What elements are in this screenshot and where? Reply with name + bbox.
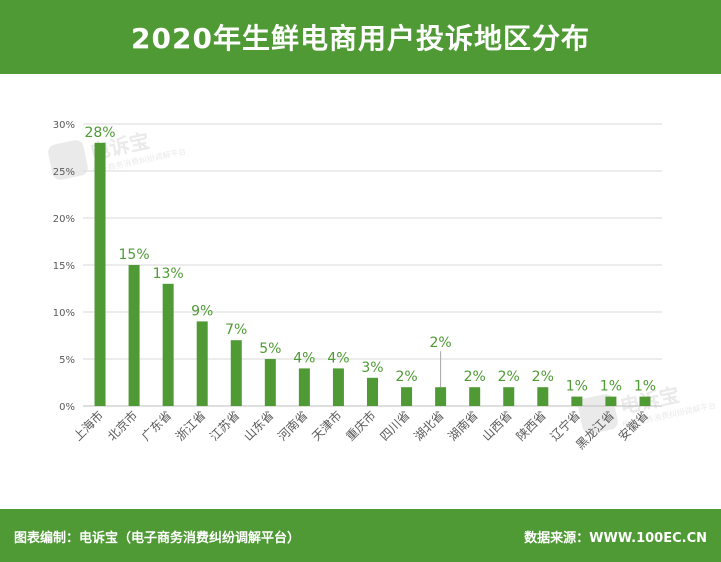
bar xyxy=(94,142,106,407)
data-label: 9% xyxy=(191,303,213,319)
category-label: 浙江省 xyxy=(173,408,208,443)
bar xyxy=(332,368,344,406)
footer-banner: 图表编制：电诉宝（电子商务消费纠纷调解平台） 数据来源：WWW.100EC.CN xyxy=(0,509,721,562)
y-tick-label: 15% xyxy=(53,261,75,272)
data-label: 5% xyxy=(259,341,281,357)
category-label: 江苏省 xyxy=(207,408,242,443)
data-label: 2% xyxy=(430,335,452,351)
bar-chart: 电诉宝电子商务消费纠纷调解平台电诉宝电子商务消费纠纷调解平台 28%15%13%… xyxy=(48,120,717,452)
data-label: 2% xyxy=(498,369,520,385)
category-label: 湖南省 xyxy=(445,408,481,444)
category-label: 天津市 xyxy=(308,408,344,444)
bar xyxy=(503,387,515,406)
data-label: 13% xyxy=(153,266,184,282)
data-label: 7% xyxy=(225,322,247,338)
data-label: 4% xyxy=(327,350,349,366)
category-label: 河南省 xyxy=(274,408,310,444)
bar xyxy=(571,396,583,406)
data-label: 15% xyxy=(119,247,150,263)
bar xyxy=(435,387,447,406)
bar xyxy=(401,387,413,406)
footer-credit: 图表编制：电诉宝（电子商务消费纠纷调解平台） xyxy=(14,531,301,546)
y-tick-label: 0% xyxy=(59,402,75,413)
bar xyxy=(162,283,174,406)
bar xyxy=(537,387,549,406)
y-tick-label: 30% xyxy=(53,120,75,131)
category-label: 上海市 xyxy=(70,408,106,444)
title-banner: 2020年生鲜电商用户投诉地区分布 xyxy=(0,0,721,74)
page-title: 2020年生鲜电商用户投诉地区分布 xyxy=(131,22,590,55)
bar xyxy=(367,377,378,406)
watermark-shield-icon xyxy=(48,140,88,180)
data-label: 2% xyxy=(532,369,554,385)
category-label: 山东省 xyxy=(241,408,276,443)
y-tick-label: 20% xyxy=(53,214,75,225)
data-label: 2% xyxy=(464,369,486,385)
bar xyxy=(605,396,617,406)
bar xyxy=(128,265,140,406)
category-label: 四川省 xyxy=(377,408,412,443)
bar xyxy=(230,340,242,406)
data-label: 1% xyxy=(634,379,656,395)
bar xyxy=(196,321,208,406)
y-tick-label: 5% xyxy=(59,355,75,366)
data-label: 28% xyxy=(84,125,115,141)
data-label: 4% xyxy=(293,350,315,366)
bar xyxy=(264,359,276,406)
bar xyxy=(298,368,310,406)
category-label: 陕西省 xyxy=(513,408,549,444)
category-label: 湖北省 xyxy=(411,408,447,444)
data-label: 1% xyxy=(600,379,622,395)
y-tick-label: 25% xyxy=(53,167,75,178)
data-label: 1% xyxy=(566,379,588,395)
footer-source: 数据来源：WWW.100EC.CN xyxy=(524,531,707,546)
bar xyxy=(639,396,651,406)
data-label: 2% xyxy=(395,369,417,385)
category-label: 山西省 xyxy=(479,408,514,443)
category-label: 北京市 xyxy=(104,408,140,444)
bar xyxy=(469,387,481,406)
data-label: 3% xyxy=(361,360,383,376)
category-label: 广东省 xyxy=(139,408,174,443)
category-label: 重庆市 xyxy=(343,408,379,444)
y-tick-label: 10% xyxy=(53,308,75,319)
